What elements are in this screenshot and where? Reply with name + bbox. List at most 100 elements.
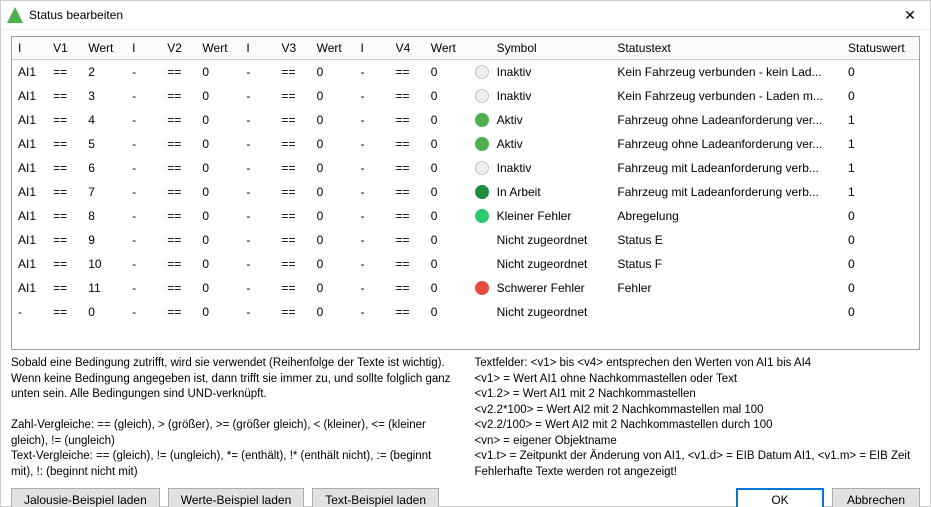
cell[interactable]: - [126,132,161,156]
statuswert-cell[interactable]: 1 [842,180,919,204]
cell[interactable]: 0 [425,204,469,228]
cell[interactable]: 0 [425,180,469,204]
cell[interactable]: - [240,60,275,85]
cell[interactable]: == [275,156,310,180]
statuswert-cell[interactable]: 1 [842,108,919,132]
cell[interactable]: - [126,276,161,300]
col-i2[interactable]: I [126,37,161,60]
cell[interactable]: == [161,300,196,324]
symbol-icon-cell[interactable] [469,300,491,324]
jalousie-example-button[interactable]: Jalousie-Beispiel laden [11,488,160,507]
cell[interactable]: == [275,180,310,204]
statustext-cell[interactable] [611,300,842,324]
symbol-icon-cell[interactable] [469,276,491,300]
cell[interactable]: == [161,132,196,156]
cell[interactable]: - [355,108,390,132]
cell[interactable]: 0 [196,84,240,108]
cell[interactable]: == [275,252,310,276]
cell[interactable]: - [240,252,275,276]
cell[interactable]: == [161,252,196,276]
symbol-cell[interactable]: Nicht zugeordnet [491,300,612,324]
statuswert-cell[interactable]: 0 [842,252,919,276]
cell[interactable]: == [275,108,310,132]
cell[interactable]: == [390,252,425,276]
table-row[interactable]: AI1==5-==0-==0-==0AktivFahrzeug ohne Lad… [12,132,919,156]
cell[interactable]: - [126,300,161,324]
statustext-cell[interactable]: Abregelung [611,204,842,228]
symbol-icon-cell[interactable] [469,156,491,180]
symbol-icon-cell[interactable] [469,204,491,228]
cell[interactable]: - [355,60,390,85]
cell[interactable]: 0 [311,204,355,228]
table-row[interactable]: AI1==7-==0-==0-==0In ArbeitFahrzeug mit … [12,180,919,204]
table-row[interactable]: AI1==10-==0-==0-==0Nicht zugeordnetStatu… [12,252,919,276]
cell[interactable]: == [275,204,310,228]
cell[interactable]: == [390,60,425,85]
col-v3[interactable]: V3 [275,37,310,60]
statustext-cell[interactable]: Kein Fahrzeug verbunden - Laden m... [611,84,842,108]
cell[interactable]: - [126,108,161,132]
cell[interactable]: - [126,252,161,276]
symbol-cell[interactable]: Aktiv [491,108,612,132]
cell[interactable]: == [161,228,196,252]
cell[interactable]: AI1 [12,252,47,276]
cancel-button[interactable]: Abbrechen [832,488,920,507]
cell[interactable]: 0 [82,300,126,324]
cell[interactable]: == [161,108,196,132]
cell[interactable]: 8 [82,204,126,228]
cell[interactable]: 0 [196,252,240,276]
cell[interactable]: AI1 [12,60,47,85]
cell[interactable]: - [355,156,390,180]
table-row[interactable]: AI1==8-==0-==0-==0Kleiner FehlerAbregelu… [12,204,919,228]
cell[interactable]: == [161,204,196,228]
cell[interactable]: == [161,276,196,300]
col-w1[interactable]: Wert [82,37,126,60]
table-row[interactable]: AI1==4-==0-==0-==0AktivFahrzeug ohne Lad… [12,108,919,132]
cell[interactable]: == [47,180,82,204]
cell[interactable]: AI1 [12,276,47,300]
cell[interactable]: 0 [196,276,240,300]
cell[interactable]: == [390,156,425,180]
table-row[interactable]: AI1==11-==0-==0-==0Schwerer FehlerFehler… [12,276,919,300]
cell[interactable]: == [275,60,310,85]
cell[interactable]: == [275,300,310,324]
cell[interactable]: 10 [82,252,126,276]
cell[interactable]: 0 [196,156,240,180]
cell[interactable]: 0 [425,156,469,180]
cell[interactable]: 0 [311,180,355,204]
cell[interactable]: - [126,180,161,204]
col-i4[interactable]: I [355,37,390,60]
cell[interactable]: - [126,84,161,108]
col-w2[interactable]: Wert [196,37,240,60]
cell[interactable]: 0 [196,204,240,228]
cell[interactable]: - [126,156,161,180]
cell[interactable]: == [161,156,196,180]
col-w3[interactable]: Wert [311,37,355,60]
cell[interactable]: 6 [82,156,126,180]
cell[interactable]: == [47,108,82,132]
cell[interactable]: - [355,252,390,276]
statustext-cell[interactable]: Status E [611,228,842,252]
cell[interactable]: == [161,84,196,108]
cell[interactable]: == [47,156,82,180]
col-i1[interactable]: I [12,37,47,60]
cell[interactable]: == [390,108,425,132]
statustext-cell[interactable]: Fahrzeug mit Ladeanforderung verb... [611,180,842,204]
statuswert-cell[interactable]: 1 [842,156,919,180]
symbol-cell[interactable]: Aktiv [491,132,612,156]
cell[interactable]: - [126,204,161,228]
cell[interactable]: 0 [425,108,469,132]
table-row[interactable]: AI1==6-==0-==0-==0InaktivFahrzeug mit La… [12,156,919,180]
cell[interactable]: - [126,60,161,85]
cell[interactable]: AI1 [12,156,47,180]
ok-button[interactable]: OK [736,488,824,507]
cell[interactable]: - [240,84,275,108]
cell[interactable]: - [126,228,161,252]
cell[interactable]: == [275,84,310,108]
cell[interactable]: == [47,132,82,156]
cell[interactable]: == [275,276,310,300]
cell[interactable]: 0 [425,132,469,156]
cell[interactable]: == [161,180,196,204]
cell[interactable]: - [355,228,390,252]
statuswert-cell[interactable]: 0 [842,228,919,252]
